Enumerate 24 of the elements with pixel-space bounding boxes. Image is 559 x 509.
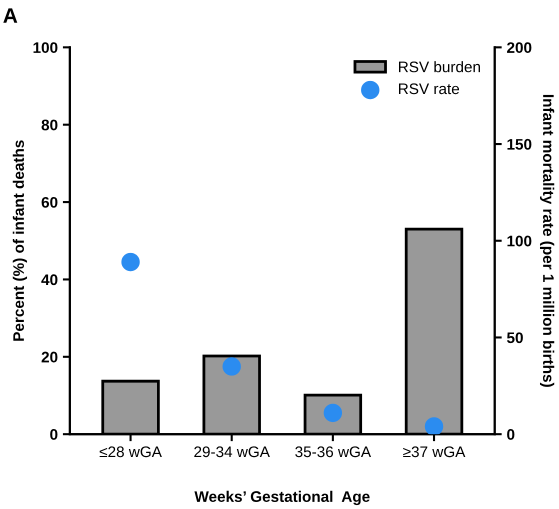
x-tick-label: ≤28 wGA [100, 446, 162, 458]
x-tick-label: 29-34 wGA [194, 446, 270, 458]
y2-tick-label: 150 [507, 138, 532, 150]
x-tick-label: 35-36 wGA [295, 446, 372, 458]
y-tick-label: 80 [42, 120, 58, 130]
legend-label: RSV burden [398, 61, 480, 72]
y-tick-label: 20 [42, 352, 58, 362]
y-axis-title: Percent (%) of infant deaths [12, 140, 28, 341]
y-tick-label: 0 [50, 429, 58, 440]
point [121, 252, 140, 272]
text: A [3, 8, 18, 23]
y2-tick-label: 50 [506, 332, 523, 344]
y-tick-label: 40 [41, 274, 58, 286]
legend-label: RSV rate [398, 83, 460, 94]
point [424, 417, 444, 434]
y2-axis-title: Infant mortality rate (per 1 million births) [540, 94, 554, 387]
x-tick-label: ≥37 wGA [403, 446, 466, 458]
y-tick-label: 60 [42, 196, 58, 208]
y2-tick-label: 200 [507, 42, 532, 54]
x-axis-title: Weeks’ Gestational Age [194, 490, 370, 506]
y2-tick-label: 0 [507, 429, 514, 440]
point [222, 357, 241, 376]
y-tick-label: 100 [34, 42, 58, 54]
y2-tick-label: 100 [507, 236, 532, 246]
